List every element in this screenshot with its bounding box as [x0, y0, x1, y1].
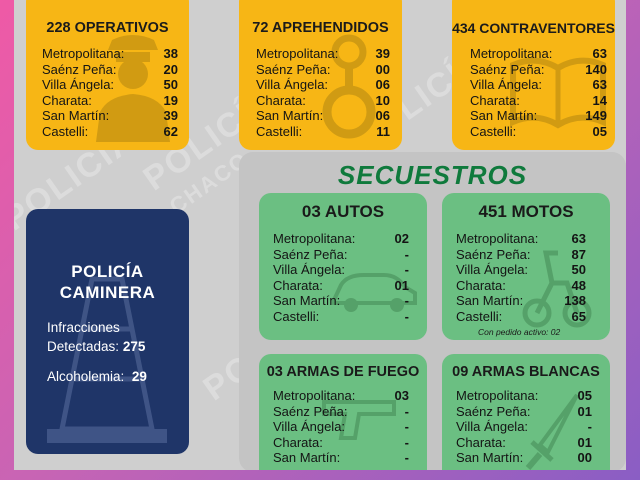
contraventores-list: Metropolitana: 63 Saénz Peña: 140 Villa Án…: [452, 46, 615, 140]
list-item: Saénz Peña: 00: [256, 61, 390, 77]
armas-fuego-list: Metropolitana: 03 Saénz Peña: - Villa Ánge…: [259, 388, 427, 466]
list-item: Saénz Peña: 87: [456, 246, 586, 262]
armas-fuego-card: 03 ARMAS DE FUEGO Metropolitana: 03 Saénz…: [259, 354, 427, 470]
list-item: San Martín: -: [273, 293, 409, 309]
list-item: Villa Ángela: 63: [470, 77, 607, 93]
list-item: Saénz Peña: 140: [470, 61, 607, 77]
autos-list: Metropolitana: 02 Saénz Peña: - Villa Ánge…: [259, 231, 427, 325]
alcoholemia-block: Alcoholemia: 29: [47, 369, 147, 384]
list-item: Saénz Peña: 01: [456, 403, 592, 419]
list-item: San Martín: 39: [42, 108, 178, 124]
list-item: Villa Ángela: -: [273, 419, 409, 435]
list-item: Charata: -: [273, 434, 409, 450]
motos-list: Metropolitana: 63 Saénz Peña: 87 Villa Áng…: [442, 231, 610, 325]
motorcycle-icon: [522, 250, 592, 328]
handcuffs-icon: [322, 34, 376, 139]
list-item: Villa Ángela: 50: [456, 262, 586, 278]
list-item: Saénz Peña: 20: [42, 61, 178, 77]
caminera-title: POLICÍA CAMINERA: [59, 262, 156, 302]
infracciones-value: 275: [122, 339, 146, 354]
list-item: Villa Ángela: -: [273, 262, 409, 278]
autos-card: 03 AUTOS Metropolitana: 02 Saénz Peña: - V…: [259, 193, 427, 340]
armas-fuego-title: 03 ARMAS DE FUEGO: [266, 364, 420, 380]
list-item: San Martín: 06: [256, 108, 390, 124]
list-item: Castelli: 65: [456, 308, 586, 324]
list-item: Metropolitana: 05: [456, 388, 592, 403]
list-item: Castelli: 11: [256, 123, 390, 139]
infracciones-block: Infracciones Detectadas: 275: [47, 320, 146, 354]
alcoholemia-value: 29: [131, 369, 147, 384]
aprehendidos-card: 72 APREHENDIDOS Metropolitana: 39 Saénz P…: [239, 0, 402, 150]
list-item: San Martín: -: [273, 450, 409, 466]
police-officer-icon: [96, 35, 170, 142]
operativos-title: 228 OPERATIVOS: [46, 20, 169, 36]
car-icon: [332, 273, 417, 312]
traffic-cone-icon: [47, 276, 167, 443]
motos-note: Con pedido activo: 02: [478, 327, 561, 337]
list-item: Castelli: -: [273, 308, 409, 324]
list-item: Charata: 14: [470, 92, 607, 108]
list-item: Charata: 48: [456, 277, 586, 293]
list-item: Metropolitana: 39: [256, 46, 390, 61]
armas-blancas-list: Metropolitana: 05 Saénz Peña: 01 Villa Áng…: [442, 388, 610, 466]
list-item: Charata: 19: [42, 92, 178, 108]
list-item: Metropolitana: 02: [273, 231, 409, 246]
list-item: Saénz Peña: -: [273, 246, 409, 262]
infographic-canvas: POLICÍA CHACO POLICÍA POLICÍA POLICÍA 22…: [14, 0, 626, 470]
aprehendidos-list: Metropolitana: 39 Saénz Peña: 00 Villa Áng…: [239, 46, 402, 140]
list-item: Metropolitana: 38: [42, 46, 178, 61]
list-item: Charata: 01: [273, 277, 409, 293]
motos-title: 451 MOTOS: [478, 202, 574, 221]
operativos-card: 228 OPERATIVOS Metropolitana: 38 Saénz Pe…: [26, 0, 189, 150]
open-book-icon: [510, 57, 606, 129]
list-item: Villa Ángela: 50: [42, 77, 178, 93]
list-item: Metropolitana: 03: [273, 388, 409, 403]
list-item: Metropolitana: 63: [456, 231, 586, 246]
list-item: San Martín: 138: [456, 293, 586, 309]
aprehendidos-title: 72 APREHENDIDOS: [252, 20, 389, 36]
list-item: Metropolitana: 63: [470, 46, 607, 61]
armas-blancas-card: 09 ARMAS BLANCAS Metropolitana: 05 Saénz …: [442, 354, 610, 470]
list-item: Charata: 01: [456, 434, 592, 450]
list-item: San Martín: 00: [456, 450, 592, 466]
list-item: Saénz Peña: -: [273, 403, 409, 419]
list-item: Villa Ángela: 06: [256, 77, 390, 93]
armas-blancas-title: 09 ARMAS BLANCAS: [452, 364, 600, 380]
contraventores-card: 434 CONTRAVENTORES Metropolitana: 63 Saén…: [452, 0, 615, 150]
contraventores-title: 434 CONTRAVENTORES: [452, 20, 615, 36]
list-item: San Martín: 149: [470, 108, 607, 124]
knife-icon: [525, 393, 579, 470]
pistol-icon: [322, 400, 396, 440]
secuestros-panel: SECUESTROS 03 AUTOS Metropolitana: 02 Saé…: [239, 152, 626, 470]
list-item: Castelli: 05: [470, 123, 607, 139]
list-item: Villa Ángela: -: [456, 419, 592, 435]
autos-title: 03 AUTOS: [301, 202, 385, 221]
motos-card: 451 MOTOS Metropolitana: 63 Saénz Peña: 87…: [442, 193, 610, 340]
caminera-card: POLICÍA CAMINERA Infracciones Detectadas…: [26, 209, 189, 454]
list-item: Castelli: 62: [42, 123, 178, 139]
list-item: Charata: 10: [256, 92, 390, 108]
operativos-list: Metropolitana: 38 Saénz Peña: 20 Villa Áng…: [26, 46, 189, 140]
secuestros-title: SECUESTROS: [337, 160, 528, 190]
